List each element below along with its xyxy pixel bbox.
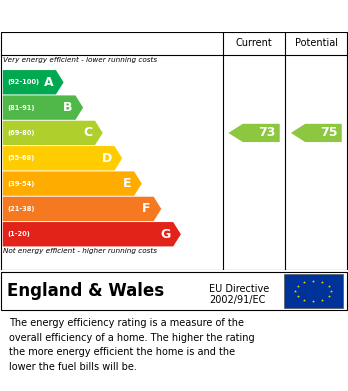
Text: (55-68): (55-68): [7, 155, 34, 161]
Text: F: F: [142, 203, 151, 215]
Text: Potential: Potential: [295, 38, 338, 48]
Text: 73: 73: [258, 126, 276, 140]
Polygon shape: [3, 171, 142, 196]
Polygon shape: [291, 124, 342, 142]
Text: EU Directive: EU Directive: [209, 284, 269, 294]
Text: Not energy efficient - higher running costs: Not energy efficient - higher running co…: [3, 248, 158, 255]
Polygon shape: [3, 121, 103, 145]
Text: (39-54): (39-54): [7, 181, 34, 187]
Bar: [284, 274, 343, 308]
Polygon shape: [3, 146, 122, 170]
Text: (1-20): (1-20): [7, 231, 30, 237]
Text: 75: 75: [320, 126, 338, 140]
Text: B: B: [63, 101, 73, 114]
Text: C: C: [83, 126, 92, 140]
Text: England & Wales: England & Wales: [7, 282, 164, 300]
Text: Very energy efficient - lower running costs: Very energy efficient - lower running co…: [3, 57, 158, 63]
Polygon shape: [3, 70, 64, 95]
Text: Current: Current: [236, 38, 272, 48]
Text: (69-80): (69-80): [7, 130, 34, 136]
Text: E: E: [123, 177, 131, 190]
Polygon shape: [228, 124, 280, 142]
Polygon shape: [3, 95, 83, 120]
Text: (21-38): (21-38): [7, 206, 34, 212]
Text: G: G: [160, 228, 171, 241]
Text: (92-100): (92-100): [7, 79, 39, 85]
Text: (81-91): (81-91): [7, 105, 34, 111]
Polygon shape: [3, 197, 161, 221]
Text: The energy efficiency rating is a measure of the
overall efficiency of a home. T: The energy efficiency rating is a measur…: [9, 318, 254, 371]
Text: 2002/91/EC: 2002/91/EC: [209, 295, 265, 305]
Text: A: A: [44, 76, 53, 89]
Text: Energy Efficiency Rating: Energy Efficiency Rating: [9, 9, 219, 23]
Text: D: D: [102, 152, 112, 165]
Polygon shape: [3, 222, 181, 246]
